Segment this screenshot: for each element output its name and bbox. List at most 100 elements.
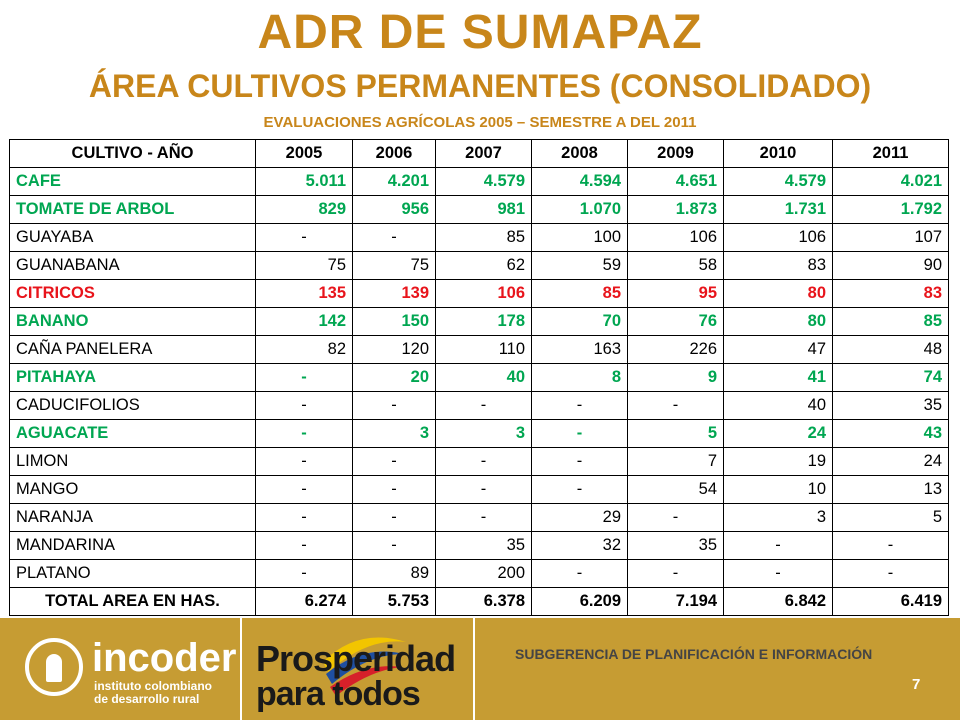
area-value-cell: 956 <box>352 195 436 224</box>
area-value-cell: 70 <box>531 307 628 336</box>
area-value-cell: - <box>627 503 724 532</box>
area-value-cell: - <box>435 447 532 476</box>
area-value-cell: - <box>352 475 436 504</box>
crop-area-table: CULTIVO - AÑO 2005 2006 2007 2008 2009 2010 201… <box>9 139 949 616</box>
area-value-cell: - <box>352 447 436 476</box>
area-value-cell: - <box>531 447 628 476</box>
area-value-cell: - <box>352 531 436 560</box>
area-value-cell: 19 <box>723 447 833 476</box>
area-value-cell: - <box>723 559 833 588</box>
area-value-cell: 106 <box>627 223 724 252</box>
area-value-cell: 80 <box>723 279 833 308</box>
subgerencia-label: SUBGERENCIA DE PLANIFICACIÓN E INFORMACI… <box>515 646 873 662</box>
area-value-cell: - <box>627 391 724 420</box>
area-value-cell: 47 <box>723 335 833 364</box>
table-row: MANDARINA - -35 32 35- - <box>9 531 949 560</box>
area-value-cell: - <box>435 475 532 504</box>
crop-name-cell: GUAYABA <box>9 223 256 252</box>
area-value-cell: - <box>255 391 353 420</box>
area-value-cell: - <box>531 559 628 588</box>
table-row: GUAYABA - -85 100 106 106 107 <box>9 223 949 252</box>
area-value-cell: 4.579 <box>723 167 833 196</box>
area-value-cell: 4.651 <box>627 167 724 196</box>
crop-name-cell: CADUCIFOLIOS <box>9 391 256 420</box>
area-value-cell: 54 <box>627 475 724 504</box>
footer-divider <box>473 618 475 720</box>
area-value-cell: 1.792 <box>832 195 949 224</box>
area-value-cell: 32 <box>531 531 628 560</box>
area-value-cell: - <box>255 363 353 392</box>
area-value-cell: 3 <box>352 419 436 448</box>
area-value-cell: - <box>255 447 353 476</box>
area-value-cell: 150 <box>352 307 436 336</box>
slide-subtitle: ÁREA CULTIVOS PERMANENTES (CONSOLIDADO) <box>88 68 872 104</box>
crop-name-cell: BANANO <box>9 307 256 336</box>
footer-divider <box>240 618 242 720</box>
slide-title: ADR DE SUMAPAZ <box>257 6 703 59</box>
area-value-cell: 3 <box>723 503 833 532</box>
area-value-cell: - <box>255 475 353 504</box>
crop-name-cell: NARANJA <box>9 503 256 532</box>
area-value-cell: 1.070 <box>531 195 628 224</box>
crop-name-cell: CAÑA PANELERA <box>9 335 256 364</box>
area-value-cell: 4.594 <box>531 167 628 196</box>
area-value-cell: 24 <box>723 419 833 448</box>
area-value-cell: - <box>352 223 436 252</box>
header-cell-year: 2006 <box>352 139 436 168</box>
area-value-cell: 200 <box>435 559 532 588</box>
crop-name-cell: PITAHAYA <box>9 363 256 392</box>
area-value-cell: 1.873 <box>627 195 724 224</box>
area-value-cell: 4.201 <box>352 167 436 196</box>
table-row: BANANO 142 150 178 70 76 80 85 <box>9 307 949 336</box>
logo-sub-line2: de desarrollo rural <box>94 692 200 706</box>
header-cell-year: 2010 <box>723 139 833 168</box>
area-value-cell: 76 <box>627 307 724 336</box>
area-value-cell: - <box>255 419 353 448</box>
area-value-cell: 5 <box>832 503 949 532</box>
area-value-cell: 226 <box>627 335 724 364</box>
logo-sub-line1: instituto colombiano <box>94 679 212 693</box>
table-header-row: CULTIVO - AÑO 2005 2006 2007 2008 2009 2010 201… <box>9 139 949 168</box>
area-value-cell: 7 <box>627 447 724 476</box>
area-value-cell: 120 <box>352 335 436 364</box>
area-value-cell: 48 <box>832 335 949 364</box>
area-value-cell: 6.419 <box>832 587 949 616</box>
area-value-cell: 110 <box>435 335 532 364</box>
area-value-cell: 20 <box>352 363 436 392</box>
area-value-cell: 75 <box>255 251 353 280</box>
area-value-cell: 107 <box>832 223 949 252</box>
area-value-cell: 5.011 <box>255 167 353 196</box>
area-value-cell: 4.021 <box>832 167 949 196</box>
area-value-cell: 59 <box>531 251 628 280</box>
table-body: CAFE 5.011 4.201 4.579 4.594 4.651 4.579 4.021 T… <box>9 167 949 616</box>
table-row: GUANABANA 75 75 62 59 58 83 90 <box>9 251 949 280</box>
area-value-cell: 35 <box>627 531 724 560</box>
area-value-cell: 41 <box>723 363 833 392</box>
table-row: NARANJA - - -29-3 5 <box>9 503 949 532</box>
crop-name-cell: MANDARINA <box>9 531 256 560</box>
table-total-row: TOTAL AREA EN HAS. 6.274 5.753 6.378 6.209 7.… <box>9 587 949 616</box>
header-cell-year: 2005 <box>255 139 353 168</box>
area-value-cell: - <box>352 391 436 420</box>
area-value-cell: 29 <box>531 503 628 532</box>
area-value-cell: 13 <box>832 475 949 504</box>
crop-name-cell: GUANABANA <box>9 251 256 280</box>
area-value-cell: 135 <box>255 279 353 308</box>
area-value-cell: 10 <box>723 475 833 504</box>
crop-name-cell: PLATANO <box>9 559 256 588</box>
header-cell-year: 2009 <box>627 139 724 168</box>
area-value-cell: 163 <box>531 335 628 364</box>
area-value-cell: 35 <box>832 391 949 420</box>
area-value-cell: 90 <box>832 251 949 280</box>
area-value-cell: 100 <box>531 223 628 252</box>
area-value-cell: 62 <box>435 251 532 280</box>
table-row: AGUACATE -3 3-5 24 43 <box>9 419 949 448</box>
incoder-logo-icon <box>25 638 83 696</box>
area-value-cell: 58 <box>627 251 724 280</box>
area-value-cell: 829 <box>255 195 353 224</box>
area-value-cell: 7.194 <box>627 587 724 616</box>
area-value-cell: 24 <box>832 447 949 476</box>
area-value-cell: 981 <box>435 195 532 224</box>
header-cell-crop-year: CULTIVO - AÑO <box>9 139 256 168</box>
prosperidad-logo-line2: para todos <box>256 675 421 713</box>
